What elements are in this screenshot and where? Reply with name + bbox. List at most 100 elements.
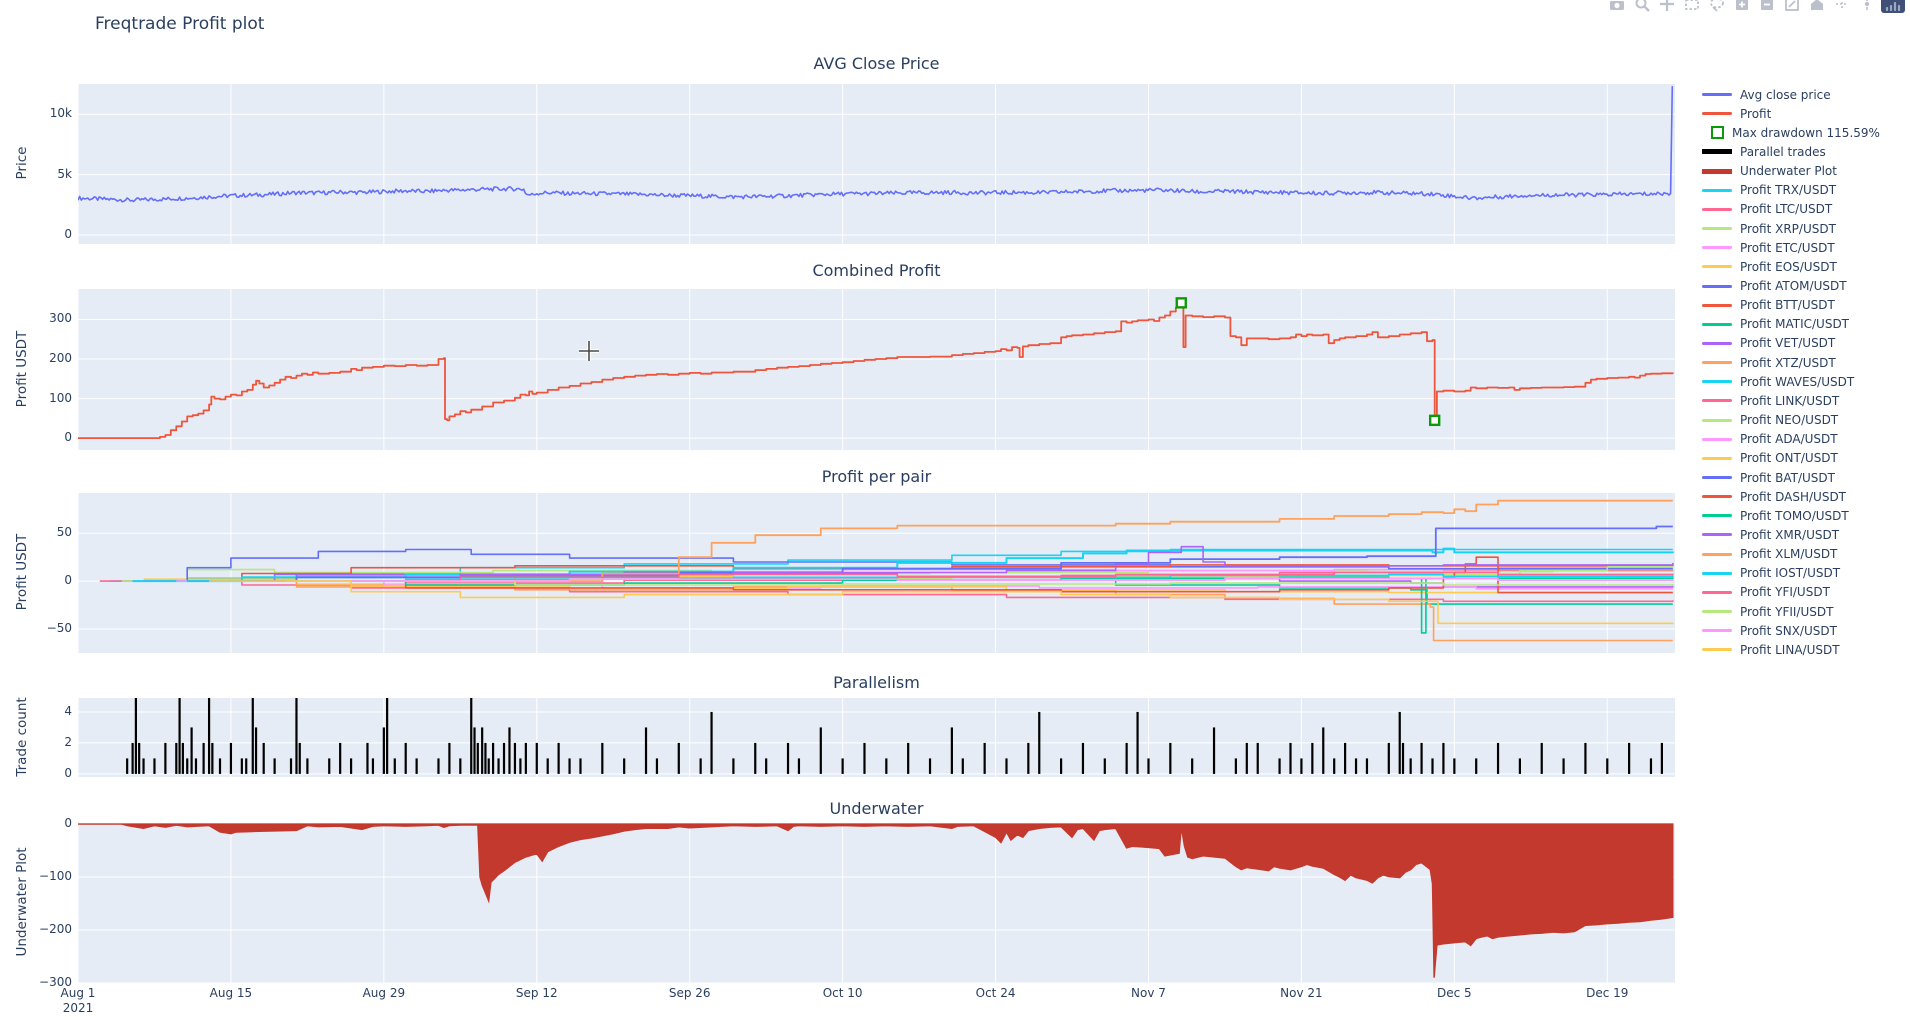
plot-area-profit-per-pair[interactable] (78, 493, 1675, 653)
y-tick-label: 4 (64, 703, 72, 718)
legend-line-sample (1702, 341, 1732, 345)
legend-item-label: Profit XTZ/USDT (1740, 355, 1836, 370)
legend-line-sample (1702, 265, 1732, 269)
zoom-out-icon[interactable] (1758, 0, 1776, 13)
plot-area-underwater[interactable] (78, 823, 1675, 983)
x-tick-label: Oct 10 (822, 986, 863, 1000)
legend-item-profit[interactable]: Profit (1702, 104, 1771, 123)
legend-item-parallel-trades[interactable]: Parallel trades (1702, 142, 1826, 161)
legend-item-profit-xmr-usdt[interactable]: Profit XMR/USDT (1702, 525, 1839, 544)
legend-item-label: Parallel trades (1740, 144, 1826, 159)
legend-item-label: Avg close price (1740, 87, 1831, 102)
legend-item-profit-ltc-usdt[interactable]: Profit LTC/USDT (1702, 200, 1832, 219)
legend-item-label: Max drawdown 115.59% (1732, 125, 1880, 140)
legend-item-label: Profit TRX/USDT (1740, 183, 1837, 198)
y-tick-label: 10k (49, 106, 72, 121)
legend-item-profit-etc-usdt[interactable]: Profit ETC/USDT (1702, 238, 1835, 257)
subplot-title: Underwater (829, 799, 924, 818)
reset-axes-icon[interactable] (1808, 0, 1826, 13)
legend-line-sample (1702, 629, 1732, 633)
toggle-spikelines-icon[interactable] (1833, 0, 1851, 13)
legend-item-label: Profit ONT/USDT (1740, 451, 1838, 466)
legend-item-avg-close-price[interactable]: Avg close price (1702, 85, 1831, 104)
legend-item-profit-trx-usdt[interactable]: Profit TRX/USDT (1702, 181, 1836, 200)
x-tick-label: Oct 24 (975, 986, 1016, 1000)
plot-area-combined-profit[interactable] (78, 289, 1675, 450)
y-tick-label: −50 (46, 621, 72, 636)
camera-icon[interactable] (1608, 0, 1626, 13)
legend-item-profit-btt-usdt[interactable]: Profit BTT/USDT (1702, 296, 1835, 315)
y-axis-title: Profit USDT (14, 330, 30, 407)
plot-area-parallelism[interactable] (78, 698, 1675, 777)
legend-line-sample (1702, 246, 1732, 250)
legend-item-profit-xrp-usdt[interactable]: Profit XRP/USDT (1702, 219, 1836, 238)
pan-icon[interactable] (1658, 0, 1676, 13)
y-tick-label: 2 (64, 734, 72, 749)
box-select-icon[interactable] (1683, 0, 1701, 13)
legend-item-label: Underwater Plot (1740, 164, 1837, 179)
legend-item-profit-xtz-usdt[interactable]: Profit XTZ/USDT (1702, 353, 1836, 372)
legend-item-profit-neo-usdt[interactable]: Profit NEO/USDT (1702, 411, 1838, 430)
x-tick-label: Dec 19 (1586, 986, 1629, 1000)
y-tick-label: 0 (64, 430, 72, 445)
plotly-logo[interactable] (1880, 0, 1906, 14)
y-tick-label: 100 (49, 390, 72, 405)
legend-line-sample (1702, 610, 1732, 614)
legend-item-profit-dash-usdt[interactable]: Profit DASH/USDT (1702, 487, 1846, 506)
legend-item-profit-waves-usdt[interactable]: Profit WAVES/USDT (1702, 372, 1854, 391)
legend-line-sample (1702, 437, 1732, 441)
legend-item-label: Profit XLM/USDT (1740, 547, 1838, 562)
legend-item-profit-atom-usdt[interactable]: Profit ATOM/USDT (1702, 277, 1847, 296)
legend-item-label: Profit IOST/USDT (1740, 566, 1841, 581)
legend-line-sample (1702, 590, 1732, 594)
legend-line-sample (1702, 495, 1732, 499)
legend-line-sample (1702, 227, 1732, 231)
legend-line-sample (1702, 361, 1732, 365)
legend-line-sample (1702, 303, 1732, 307)
legend-line-sample (1702, 149, 1732, 155)
x-tick-label: Sep 12 (515, 986, 558, 1000)
legend-item-profit-bat-usdt[interactable]: Profit BAT/USDT (1702, 468, 1835, 487)
legend-item-profit-vet-usdt[interactable]: Profit VET/USDT (1702, 334, 1835, 353)
page-title: Freqtrade Profit plot (95, 14, 265, 34)
lasso-select-icon[interactable] (1708, 0, 1726, 13)
plot-area-avg-close-price[interactable] (78, 84, 1675, 244)
legend-line-sample (1702, 380, 1732, 384)
zoom-icon[interactable] (1633, 0, 1651, 13)
legend-item-profit-yfi-usdt[interactable]: Profit YFI/USDT (1702, 583, 1830, 602)
legend-line-sample (1702, 456, 1732, 460)
y-tick-label: 300 (49, 311, 72, 326)
max-drawdown-marker (1175, 297, 1187, 309)
y-axis-title: Price (14, 146, 30, 180)
legend-line-sample (1702, 533, 1732, 537)
x-tick-label: Aug 29 (362, 986, 406, 1000)
legend-item-label: Profit VET/USDT (1740, 336, 1836, 351)
legend-item-max-drawdown-115-59-[interactable]: Max drawdown 115.59% (1702, 123, 1880, 142)
y-tick-label: 0 (64, 573, 72, 588)
subplot-title: Parallelism (833, 673, 920, 692)
legend-item-label: Profit LINK/USDT (1740, 393, 1840, 408)
legend-item-profit-matic-usdt[interactable]: Profit MATIC/USDT (1702, 315, 1849, 334)
x-tick-label: Dec 5 (1437, 986, 1472, 1000)
legend-item-profit-lina-usdt[interactable]: Profit LINA/USDT (1702, 640, 1840, 659)
legend-item-label: Profit YFII/USDT (1740, 604, 1834, 619)
zoom-in-icon[interactable] (1733, 0, 1751, 13)
legend-item-profit-link-usdt[interactable]: Profit LINK/USDT (1702, 391, 1839, 410)
legend-item-profit-yfii-usdt[interactable]: Profit YFII/USDT (1702, 602, 1833, 621)
legend-item-underwater-plot[interactable]: Underwater Plot (1702, 162, 1837, 181)
y-axis-title: Underwater Plot (14, 847, 30, 957)
hover-closest-icon[interactable] (1858, 0, 1876, 13)
y-tick-label: 0 (64, 765, 72, 780)
legend-line-sample (1702, 552, 1732, 556)
legend-item-profit-xlm-usdt[interactable]: Profit XLM/USDT (1702, 545, 1837, 564)
legend-item-profit-ada-usdt[interactable]: Profit ADA/USDT (1702, 430, 1838, 449)
legend-line-sample (1702, 476, 1732, 479)
legend-item-label: Profit ADA/USDT (1740, 432, 1838, 447)
legend-line-sample (1702, 112, 1732, 116)
legend-item-profit-snx-usdt[interactable]: Profit SNX/USDT (1702, 621, 1837, 640)
legend-item-profit-tomo-usdt[interactable]: Profit TOMO/USDT (1702, 506, 1849, 525)
autoscale-icon[interactable] (1783, 0, 1801, 13)
legend-item-profit-ont-usdt[interactable]: Profit ONT/USDT (1702, 449, 1838, 468)
legend-item-profit-eos-usdt[interactable]: Profit EOS/USDT (1702, 257, 1837, 276)
legend-item-profit-iost-usdt[interactable]: Profit IOST/USDT (1702, 564, 1840, 583)
